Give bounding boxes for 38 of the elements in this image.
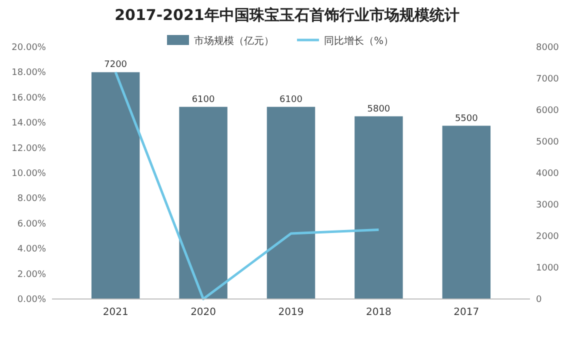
bar: [266, 106, 316, 299]
data-label: 5500: [454, 114, 478, 124]
chart-title: 2017-2021年中国珠宝玉石首饰行业市场规模统计: [114, 6, 460, 24]
y-tick-label: 18.00%: [12, 68, 46, 78]
x-tick-label: 2018: [366, 307, 392, 318]
legend-label: 同比增长（%）: [324, 35, 394, 47]
y-tick-label: 0.00%: [17, 295, 46, 305]
y2-tick-label: 3000: [536, 200, 560, 210]
data-label: 5800: [367, 104, 390, 114]
y-tick-label: 14.00%: [12, 118, 46, 129]
y-tick-label: 20.00%: [12, 43, 46, 53]
y-tick-label: 16.00%: [12, 93, 46, 104]
y2-tick-label: 8000: [536, 43, 560, 53]
y2-tick-label: 0: [536, 295, 542, 305]
data-label: 6100: [280, 94, 303, 105]
x-tick-label: 2017: [454, 307, 480, 318]
y-tick-label: 10.00%: [12, 169, 46, 179]
y2-tick-label: 2000: [536, 232, 560, 242]
y2-tick-label: 4000: [536, 169, 560, 179]
y-tick-label: 12.00%: [12, 144, 46, 154]
y2-tick-label: 6000: [536, 106, 560, 116]
x-tick-label: 2020: [190, 307, 216, 318]
y-tick-label: 6.00%: [17, 219, 46, 230]
y2-tick-label: 7000: [536, 74, 560, 84]
bar: [354, 116, 403, 299]
legend-label: 市场规模（亿元）: [194, 35, 274, 47]
y2-tick-label: 5000: [536, 138, 560, 148]
y2-tick-label: 1000: [536, 264, 560, 274]
y-tick-label: 4.00%: [17, 244, 46, 255]
bar: [91, 72, 140, 299]
x-tick-label: 2021: [102, 307, 128, 318]
x-tick-label: 2019: [278, 307, 304, 318]
y-tick-label: 2.00%: [17, 270, 46, 280]
bar: [179, 106, 228, 299]
bar: [442, 126, 491, 299]
y-tick-label: 8.00%: [17, 194, 46, 204]
data-label: 6100: [192, 94, 216, 105]
data-label: 7200: [104, 60, 128, 70]
